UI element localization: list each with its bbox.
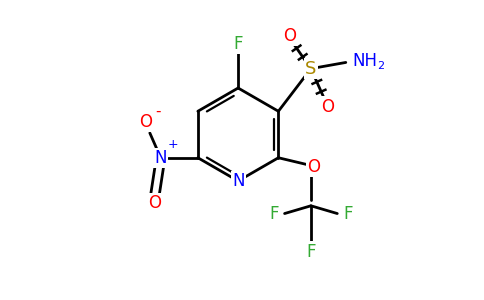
Text: N: N	[232, 172, 244, 190]
Text: F: F	[269, 205, 278, 223]
Text: O: O	[139, 113, 151, 131]
Text: F: F	[306, 242, 316, 260]
Text: F: F	[233, 35, 243, 53]
Text: F: F	[343, 205, 353, 223]
Text: O: O	[148, 194, 161, 212]
Text: +: +	[168, 138, 179, 151]
Text: NH: NH	[353, 52, 378, 70]
Text: 2: 2	[377, 61, 384, 71]
Text: -: -	[155, 104, 160, 119]
Text: S: S	[305, 60, 317, 78]
Text: O: O	[307, 158, 320, 176]
Text: O: O	[283, 27, 296, 45]
Text: N: N	[154, 149, 167, 167]
Text: O: O	[321, 98, 334, 116]
